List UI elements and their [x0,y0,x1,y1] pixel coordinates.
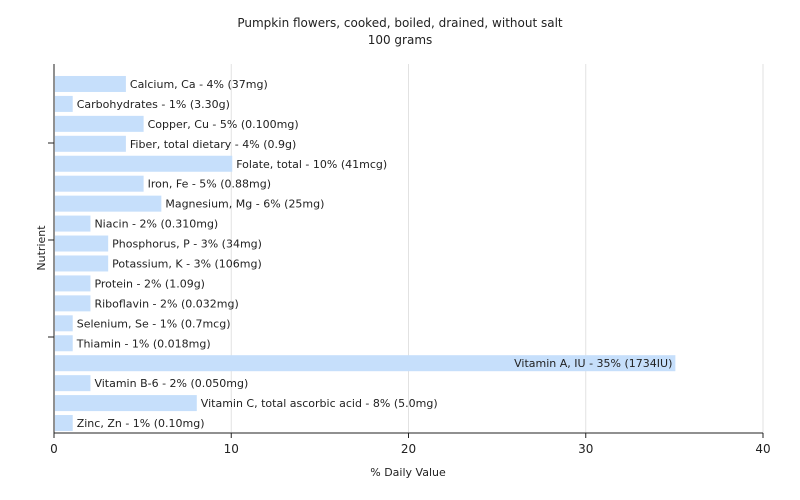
x-tick-label-10: 10 [224,442,239,456]
bar-label-0: Calcium, Ca - 4% (37mg) [130,78,268,91]
bar-label-9: Potassium, K - 3% (106mg) [112,257,262,270]
bar-4 [55,155,233,172]
bar-label-2: Copper, Cu - 5% (0.100mg) [148,118,299,131]
chart-title: Pumpkin flowers, cooked, boiled, drained… [237,16,563,30]
bar-6 [55,195,162,212]
bars-group: Calcium, Ca - 4% (37mg) Carbohydrates - 1… [55,75,676,432]
bar-1 [55,95,73,112]
bar-15 [55,375,91,392]
axes-group: 0 10 20 30 40 [48,64,771,456]
grid-lines [230,64,764,433]
bar-11 [55,295,91,312]
x-axis-label: % Daily Value [370,466,446,479]
bar-label-17: Zinc, Zn - 1% (0.10mg) [77,417,205,430]
bar-3 [55,135,126,152]
bar-label-13: Thiamin - 1% (0.018mg) [76,337,211,350]
bar-14 [55,355,676,372]
bar-label-4: Folate, total - 10% (41mcg) [236,158,387,171]
y-axis-label: Nutrient [35,225,48,271]
bar-label-11: Riboflavin - 2% (0.032mg) [94,297,238,310]
bar-0 [55,75,126,92]
x-tick-label-0: 0 [50,442,58,456]
bar-label-1: Carbohydrates - 1% (3.30g) [77,98,230,111]
bar-7 [55,215,91,232]
bar-label-14: Vitamin A, IU - 35% (1734IU) [514,357,672,370]
bar-label-16: Vitamin C, total ascorbic acid - 8% (5.0… [201,397,438,410]
bar-label-3: Fiber, total dietary - 4% (0.9g) [130,138,296,151]
bar-13 [55,335,73,352]
bar-label-6: Magnesium, Mg - 6% (25mg) [165,198,324,211]
bar-5 [55,175,144,192]
bar-label-5: Iron, Fe - 5% (0.88mg) [148,178,271,191]
bar-label-8: Phosphorus, P - 3% (34mg) [112,238,262,251]
bar-label-7: Niacin - 2% (0.310mg) [94,218,218,231]
bar-label-15: Vitamin B-6 - 2% (0.050mg) [94,377,248,390]
chart-subtitle: 100 grams [368,33,433,47]
x-tick-label-20: 20 [401,442,416,456]
x-tick-label-30: 30 [578,442,593,456]
bar-9 [55,255,109,272]
bar-label-10: Protein - 2% (1.09g) [94,277,205,290]
bar-8 [55,235,109,252]
bar-label-12: Selenium, Se - 1% (0.7mcg) [77,317,231,330]
bar-17 [55,415,73,432]
bar-2 [55,115,144,132]
x-tick-label-40: 40 [755,442,770,456]
bar-12 [55,315,73,332]
bar-10 [55,275,91,292]
bar-16 [55,395,197,412]
